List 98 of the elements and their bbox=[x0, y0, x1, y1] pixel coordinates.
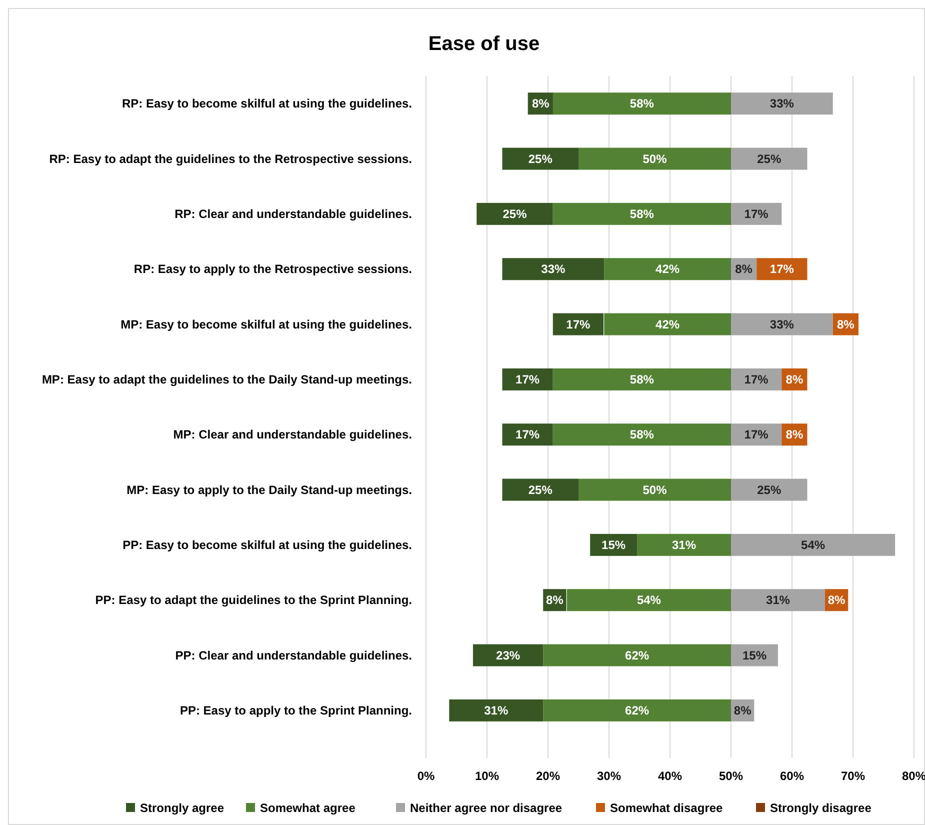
annotation: 8% bbox=[546, 593, 564, 608]
annotation: 31% bbox=[484, 703, 508, 718]
bar bbox=[731, 478, 808, 501]
legend-label: Somewhat agree bbox=[260, 801, 356, 815]
annotation: 33% bbox=[770, 317, 794, 332]
annotation: 8% bbox=[837, 317, 855, 332]
annotation: 17% bbox=[770, 262, 794, 276]
bar bbox=[449, 699, 544, 722]
annotation: 33% bbox=[770, 96, 794, 111]
chart-title: Ease of use bbox=[428, 33, 540, 55]
y-tick-label: RP: Easy to become skilful at using the guidelines. bbox=[122, 96, 412, 111]
y-tick-label: PP: Clear and understandable guidelines. bbox=[175, 648, 412, 662]
annotation: 42% bbox=[656, 317, 680, 332]
y-tick-label: MP: Easy to adapt the guidelines to the Daily Stand-up meetings. bbox=[42, 372, 412, 386]
annotation: 33% bbox=[541, 262, 566, 276]
y-tick-label: MP: Clear and understandable guidelines. bbox=[173, 428, 412, 442]
bar bbox=[502, 424, 553, 446]
annotation: 17% bbox=[516, 372, 540, 386]
bar bbox=[731, 313, 833, 336]
annotation: 8% bbox=[734, 703, 752, 718]
y-tick-label: RP: Easy to apply to the Retrospective sessions. bbox=[134, 262, 412, 276]
bar bbox=[604, 258, 731, 280]
annotation: 8% bbox=[532, 96, 550, 111]
annotation: 15% bbox=[602, 538, 626, 552]
annotation: 8% bbox=[828, 593, 846, 608]
annotation: 25% bbox=[528, 152, 553, 166]
annotation: 62% bbox=[625, 703, 650, 718]
bar bbox=[552, 313, 604, 336]
annotation: 31% bbox=[672, 538, 696, 552]
bar bbox=[578, 148, 731, 170]
annotation: 8% bbox=[735, 262, 753, 276]
bar bbox=[566, 589, 731, 612]
bar bbox=[552, 368, 731, 390]
y-tick-label: PP: Easy to become skilful at using the guidelines. bbox=[122, 538, 412, 552]
bar bbox=[731, 424, 782, 446]
bar bbox=[543, 644, 731, 666]
legend-label: Strongly agree bbox=[140, 801, 224, 815]
annotation: 50% bbox=[642, 152, 668, 166]
annotation: 25% bbox=[528, 482, 553, 497]
annotation: 54% bbox=[636, 593, 662, 608]
bar bbox=[502, 368, 553, 390]
annotation: 31% bbox=[766, 593, 790, 608]
annotation: 25% bbox=[757, 482, 782, 497]
y-tick-label: MP: Easy to become skilful at using the guidelines. bbox=[120, 317, 412, 332]
bar bbox=[543, 699, 731, 722]
annotation: 17% bbox=[516, 428, 540, 442]
bar bbox=[604, 313, 731, 336]
bar bbox=[731, 368, 782, 390]
bar bbox=[731, 202, 782, 225]
bar bbox=[756, 258, 808, 280]
legend-label: Somewhat disagree bbox=[610, 801, 724, 815]
y-tick-label: PP: Easy to adapt the guidelines to the Sprint Planning. bbox=[95, 593, 412, 608]
annotation: 58% bbox=[630, 372, 654, 386]
annotation: 8% bbox=[786, 372, 804, 386]
annotation: 58% bbox=[630, 428, 654, 442]
annotation: 58% bbox=[630, 96, 654, 111]
bar bbox=[476, 202, 553, 225]
bar bbox=[472, 644, 544, 666]
bar bbox=[502, 148, 578, 170]
annotation: 25% bbox=[757, 152, 782, 166]
bar bbox=[502, 258, 604, 280]
bar bbox=[552, 202, 731, 225]
bar bbox=[731, 534, 896, 556]
bar bbox=[552, 424, 731, 446]
x-tick-label: 0% bbox=[417, 769, 435, 783]
y-tick-label: PP: Easy to apply to the Sprint Planning. bbox=[180, 703, 412, 718]
annotation: 50% bbox=[642, 482, 668, 497]
annotation: 42% bbox=[656, 262, 680, 276]
annotation: 17% bbox=[744, 206, 769, 221]
annotation: 8% bbox=[786, 428, 804, 442]
x-tick-label: 60% bbox=[780, 769, 804, 783]
legend-label: Neither agree nor disagree bbox=[410, 801, 562, 815]
x-tick-label: 20% bbox=[536, 769, 560, 783]
bar bbox=[578, 478, 731, 501]
x-tick-label: 10% bbox=[474, 769, 500, 783]
x-tick-label: 30% bbox=[596, 769, 622, 783]
annotation: 15% bbox=[742, 648, 767, 662]
bar bbox=[552, 92, 731, 115]
annotation: 17% bbox=[744, 372, 769, 386]
bar bbox=[731, 92, 833, 115]
x-tick-label: 50% bbox=[718, 769, 744, 783]
x-tick-label: 40% bbox=[658, 769, 682, 783]
annotation: 25% bbox=[502, 206, 528, 221]
y-tick-label: RP: Easy to adapt the guidelines to the Retrospective sessions. bbox=[49, 152, 412, 166]
bar bbox=[731, 148, 808, 170]
y-tick-label: RP: Clear and understandable guidelines. bbox=[174, 206, 412, 221]
annotation: 23% bbox=[496, 648, 520, 662]
bar bbox=[731, 589, 825, 612]
x-tick-label: 70% bbox=[840, 769, 866, 783]
annotation: 17% bbox=[744, 428, 769, 442]
annotation: 17% bbox=[566, 317, 591, 332]
annotation: 54% bbox=[801, 538, 826, 552]
bar bbox=[502, 478, 578, 501]
annotation: 58% bbox=[630, 206, 654, 221]
bar bbox=[637, 534, 731, 556]
annotation: 62% bbox=[625, 648, 650, 662]
legend-label: Strongly disagree bbox=[770, 801, 872, 815]
y-tick-label: MP: Easy to apply to the Daily Stand-up meetings. bbox=[126, 482, 412, 497]
